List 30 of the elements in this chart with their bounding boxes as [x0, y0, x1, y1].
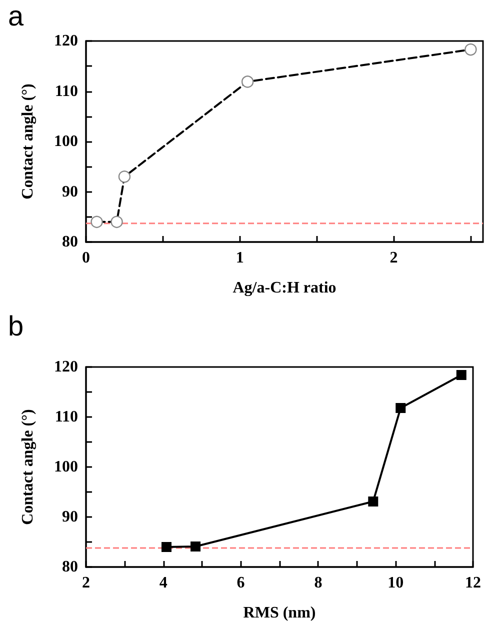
- y-axis-title: Contact angle (°): [20, 84, 36, 200]
- y-tick-label: 100: [54, 133, 78, 150]
- y-tick-label: 120: [54, 32, 78, 50]
- point: [190, 542, 201, 552]
- y-tick-label: 110: [54, 408, 78, 426]
- x-tick-label: 12: [465, 574, 481, 592]
- y-tick-label: 90: [62, 508, 78, 526]
- y-axis-title: Contact angle (°): [20, 409, 36, 525]
- text: a: [8, 0, 24, 32]
- y-tick-label: 120: [54, 358, 78, 376]
- y-tick-label: 80: [62, 234, 78, 250]
- y-tick-label: 110: [54, 82, 78, 100]
- x-tick-label: 2: [82, 574, 90, 592]
- x-tick-label: 6: [236, 574, 245, 592]
- x-tick-label: 0: [82, 250, 90, 266]
- y-tick-label: 100: [54, 458, 78, 476]
- x-tick-label: 4: [159, 574, 168, 592]
- point: [456, 370, 466, 380]
- y-tick-label: 90: [62, 183, 78, 200]
- x-tick-label: 10: [388, 574, 404, 592]
- point: [368, 496, 378, 506]
- x-tick-label: 8: [314, 574, 322, 592]
- x-tick-label: 1: [236, 250, 244, 266]
- x-axis-title: Ag/a-C:H ratio: [232, 280, 336, 296]
- point: [161, 542, 172, 552]
- y-tick-label: 80: [62, 558, 78, 576]
- point: [396, 403, 406, 413]
- x-axis-title: RMS (nm): [243, 604, 316, 622]
- x-tick-label: 2: [390, 250, 398, 266]
- text: b: [8, 310, 24, 342]
